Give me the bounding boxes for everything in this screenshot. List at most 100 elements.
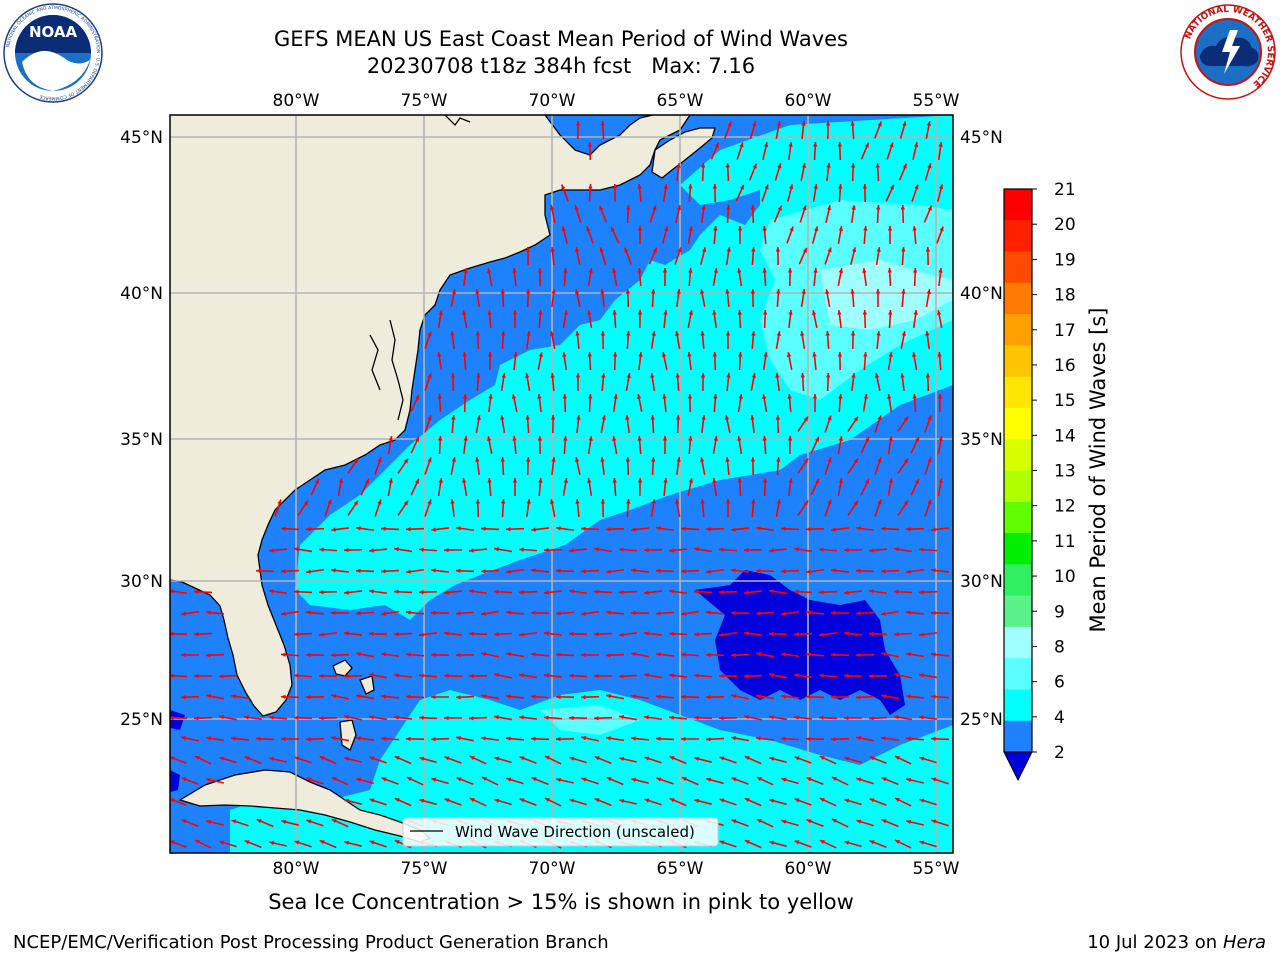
wave-direction-arrow	[725, 162, 730, 182]
wave-direction-arrow	[493, 547, 513, 553]
wave-direction-arrow	[170, 589, 188, 595]
colorbar-segment	[1004, 189, 1032, 221]
wave-direction-arrow	[593, 632, 613, 637]
wave-direction-arrow	[374, 499, 382, 517]
wave-band-4-6-south	[230, 690, 953, 853]
wave-direction-arrow	[668, 715, 688, 720]
wave-direction-arrow	[568, 715, 588, 721]
wave-direction-arrow	[550, 246, 555, 266]
wave-direction-arrow	[843, 547, 863, 553]
wave-direction-arrow	[774, 163, 782, 181]
wave-direction-arrow	[705, 568, 725, 574]
wave-direction-arrow	[794, 840, 812, 848]
wave-direction-arrow	[868, 548, 888, 553]
wave-direction-arrow	[700, 457, 706, 475]
wave-direction-arrow	[306, 777, 324, 785]
lon-tick-bottom: 80°W	[273, 859, 320, 879]
wave-direction-arrow	[869, 756, 887, 764]
wave-direction-arrow	[700, 372, 706, 392]
wave-direction-arrow	[469, 755, 487, 765]
wave-direction-arrow	[830, 652, 850, 658]
colorbar-tick-label: 21	[1054, 180, 1076, 200]
wave-direction-arrow	[812, 351, 817, 371]
wave-direction-arrow	[438, 435, 443, 455]
wave-direction-arrow	[838, 183, 843, 203]
wave-direction-arrow	[675, 456, 681, 476]
lon-tick-bottom: 65°W	[657, 859, 704, 879]
wave-band-lt2-west	[170, 710, 185, 730]
wave-direction-arrow	[310, 478, 320, 496]
wave-direction-arrow	[762, 477, 768, 497]
wave-direction-arrow	[837, 351, 843, 371]
wave-direction-arrow	[194, 673, 212, 679]
wave-direction-arrow	[418, 673, 438, 678]
wave-direction-arrow	[462, 435, 468, 455]
wave-direction-arrow	[930, 694, 950, 699]
colorbar-segment	[1004, 626, 1032, 659]
wave-direction-arrow	[551, 456, 556, 476]
wave-direction-arrow	[775, 121, 781, 139]
wave-direction-arrow	[874, 457, 882, 475]
lon-tick-top: 60°W	[785, 91, 832, 111]
wave-direction-arrow	[450, 498, 455, 518]
wave-direction-arrow	[444, 756, 462, 764]
wave-direction-arrow	[469, 797, 487, 807]
wave-direction-arrow	[693, 673, 713, 678]
wave-direction-arrow	[910, 436, 920, 454]
wave-direction-arrow	[494, 672, 512, 679]
wave-direction-arrow	[643, 673, 663, 679]
lat-tick-left: 25°N	[120, 710, 163, 730]
wave-direction-arrow	[343, 673, 363, 679]
wave-direction-arrow	[868, 631, 888, 637]
colorbar-segment	[1004, 720, 1032, 753]
wave-direction-arrow	[937, 310, 943, 328]
wave-direction-arrow	[537, 435, 543, 455]
wave-direction-arrow	[937, 184, 944, 202]
wave-direction-arrow	[505, 694, 525, 699]
noaa-wordmark: NOAA	[29, 23, 78, 41]
wave-direction-arrow	[725, 288, 730, 308]
wave-direction-arrow	[819, 839, 837, 849]
wave-direction-arrow	[462, 393, 468, 413]
wave-direction-arrow	[418, 589, 438, 595]
wave-direction-arrow	[537, 267, 543, 287]
wave-direction-arrow	[331, 776, 349, 786]
wave-direction-arrow	[605, 610, 625, 615]
wave-direction-arrow	[680, 694, 700, 700]
wave-direction-arrow	[844, 840, 862, 848]
wave-direction-arrow	[731, 777, 749, 785]
wave-direction-arrow	[437, 309, 443, 329]
wave-direction-arrow	[462, 477, 468, 497]
wave-direction-arrow	[700, 162, 706, 182]
producer-credit: NCEP/EMC/Verification Post Processing Pr…	[13, 932, 609, 953]
wave-direction-arrow	[455, 695, 475, 700]
wave-direction-arrow	[543, 631, 563, 636]
wave-direction-arrow	[735, 184, 745, 202]
wave-direction-arrow	[730, 568, 750, 573]
lat-tick-right: 40°N	[960, 284, 1003, 304]
wave-direction-arrow	[743, 547, 763, 553]
wave-direction-arrow	[580, 569, 600, 574]
lon-tick-bottom: 75°W	[401, 859, 448, 879]
wave-direction-arrow	[805, 736, 825, 742]
wave-direction-arrow	[368, 715, 388, 721]
wave-direction-arrow	[575, 498, 580, 518]
wave-direction-arrow	[718, 673, 738, 679]
colorbar-tick-label: 16	[1054, 356, 1076, 376]
wave-direction-arrow	[730, 527, 750, 532]
wave-direction-arrow	[480, 736, 500, 742]
colorbar-segment	[1004, 501, 1032, 534]
wave-direction-arrow	[925, 288, 931, 308]
wave-direction-arrow	[756, 652, 774, 658]
wave-direction-arrow	[655, 526, 675, 532]
wave-direction-arrow	[625, 288, 631, 308]
wave-direction-arrow	[768, 631, 788, 637]
wave-direction-arrow	[550, 331, 556, 349]
wave-direction-arrow	[844, 798, 862, 806]
wave-direction-arrow	[600, 120, 605, 140]
wave-direction-arrow	[755, 568, 775, 574]
wave-direction-arrow	[860, 478, 870, 496]
wave-direction-arrow	[444, 798, 462, 806]
wave-direction-arrow	[781, 819, 799, 827]
wave-direction-arrow	[644, 798, 662, 806]
